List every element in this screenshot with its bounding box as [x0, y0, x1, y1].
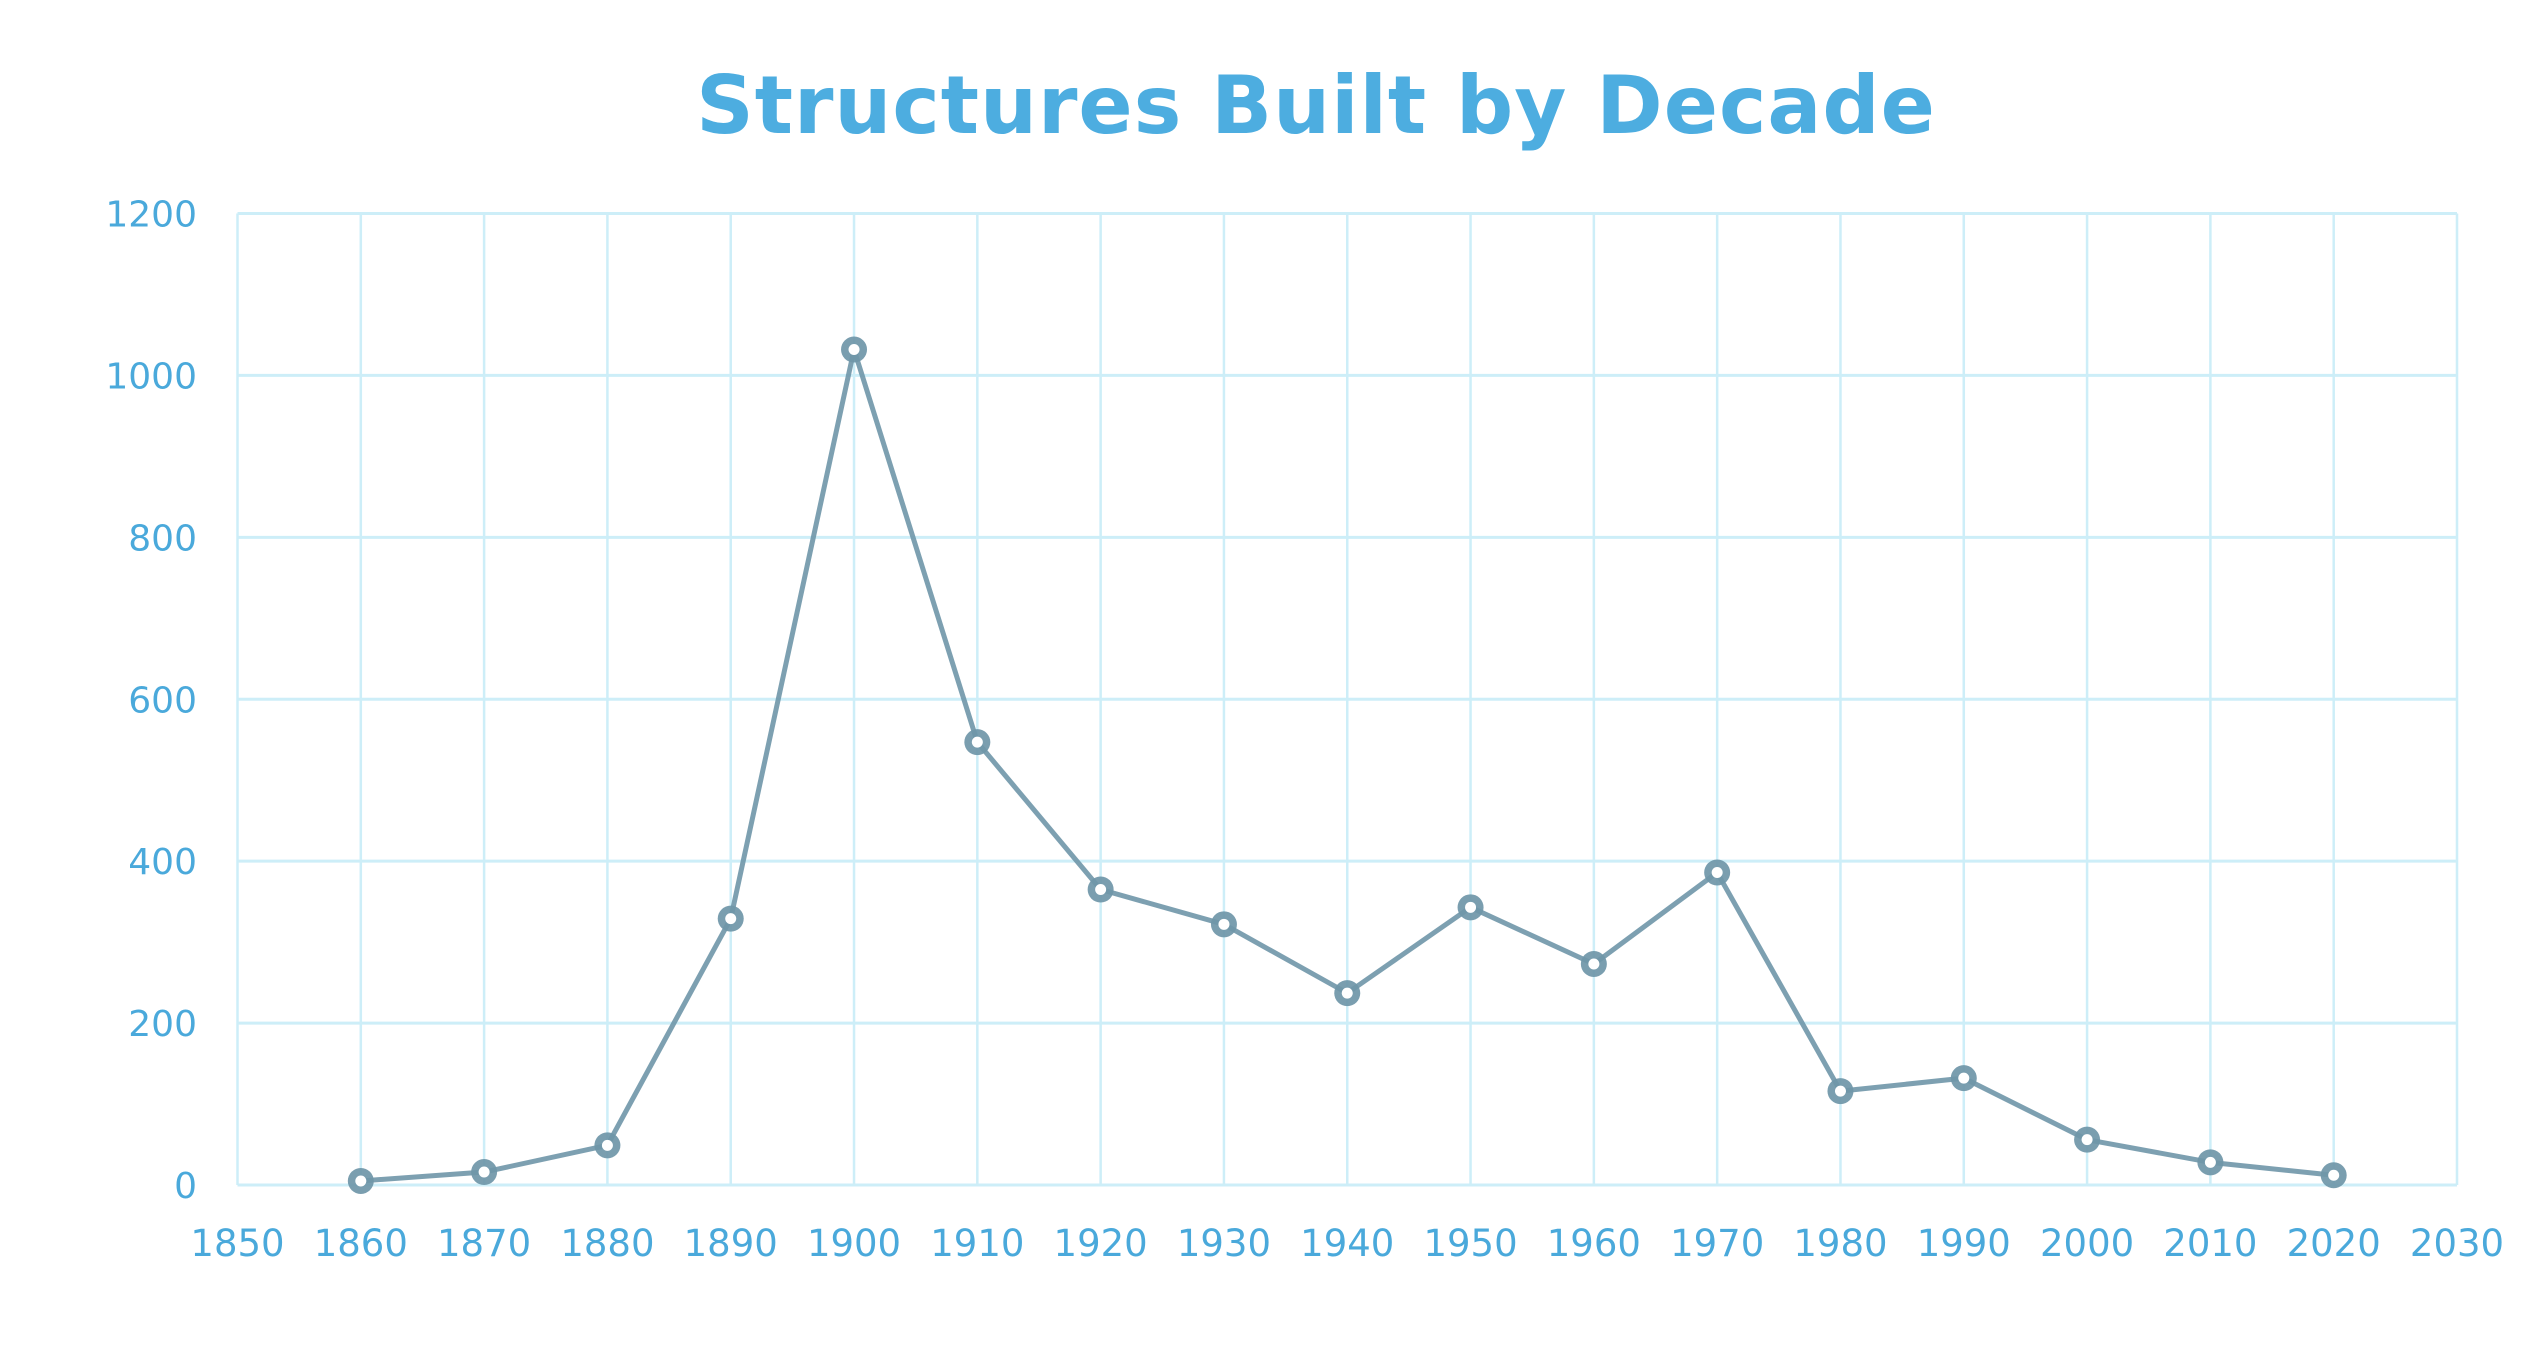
y-tick-label: 800 [128, 518, 197, 559]
x-axis-labels: 1850 1860 1870 1880 1890 1900 1910 1920 1930 1940… [190, 1222, 2504, 1265]
data-series [347, 336, 2347, 1194]
y-tick-label: 1200 [105, 195, 197, 236]
data-point-marker[interactable] [2320, 1162, 2347, 1189]
data-point-marker[interactable] [1827, 1078, 1854, 1105]
data-point-marker[interactable] [1210, 911, 1237, 938]
data-point-marker[interactable] [2197, 1149, 2224, 1176]
x-tick-label: 1900 [807, 1222, 901, 1265]
x-tick-label: 1960 [1547, 1222, 1641, 1265]
x-tick-label: 1940 [1300, 1222, 1394, 1265]
x-tick-label: 2010 [2163, 1222, 2257, 1265]
data-point-marker[interactable] [1087, 876, 1114, 903]
data-point-marker[interactable] [347, 1167, 374, 1194]
y-tick-label: 0 [174, 1166, 197, 1207]
y-axis-labels: 0 200 400 600 800 1000 1200 [105, 195, 197, 1208]
data-point-marker[interactable] [471, 1159, 498, 1186]
x-tick-label: 1970 [1670, 1222, 1764, 1265]
data-point-marker[interactable] [964, 729, 991, 756]
y-tick-label: 600 [128, 680, 197, 721]
data-point-marker[interactable] [1580, 950, 1607, 977]
x-tick-label: 2000 [2040, 1222, 2134, 1265]
x-tick-label: 1870 [437, 1222, 531, 1265]
x-tick-label: 2030 [2410, 1222, 2504, 1265]
x-tick-label: 1880 [560, 1222, 654, 1265]
data-point-marker[interactable] [1457, 894, 1484, 921]
x-tick-label: 1990 [1917, 1222, 2011, 1265]
x-tick-label: 1930 [1177, 1222, 1271, 1265]
x-tick-label: 1860 [314, 1222, 408, 1265]
y-tick-label: 1000 [105, 356, 197, 397]
y-tick-label: 200 [128, 1004, 197, 1045]
data-point-marker[interactable] [1334, 980, 1361, 1007]
data-point-marker[interactable] [1950, 1065, 1977, 1092]
x-tick-label: 1890 [684, 1222, 778, 1265]
x-tick-label: 1910 [930, 1222, 1024, 1265]
data-point-marker[interactable] [717, 905, 744, 932]
x-tick-label: 1980 [1793, 1222, 1887, 1265]
data-point-marker[interactable] [594, 1132, 621, 1159]
x-tick-label: 1850 [190, 1222, 284, 1265]
data-point-marker[interactable] [841, 336, 868, 363]
y-tick-label: 400 [128, 842, 197, 883]
x-tick-label: 2020 [2287, 1222, 2381, 1265]
x-tick-label: 1920 [1054, 1222, 1148, 1265]
chart-title: Structures Built by Decade [696, 59, 1936, 152]
data-point-marker[interactable] [2074, 1126, 2101, 1153]
grid-lines [236, 212, 2459, 1187]
data-point-marker[interactable] [1704, 859, 1731, 886]
x-tick-label: 1950 [1423, 1222, 1517, 1265]
